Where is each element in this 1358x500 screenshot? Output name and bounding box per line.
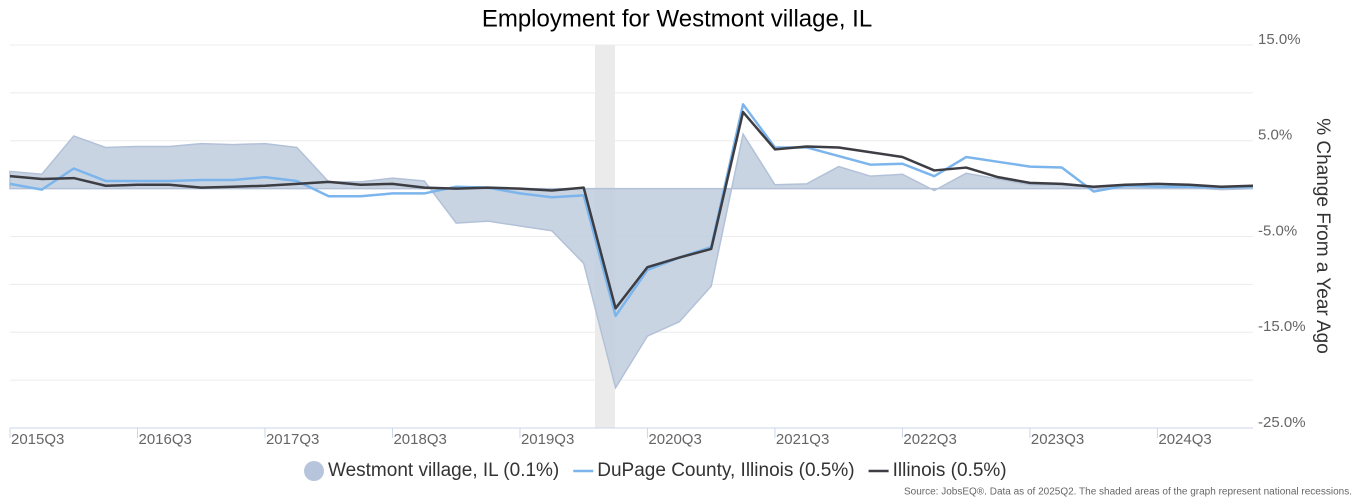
line xyxy=(9,103,1254,318)
x-tick-label: 2023Q3 xyxy=(1031,431,1084,448)
legend-label: Westmont village, IL (0.1%) xyxy=(328,460,559,481)
y-tick-label: 15.0% xyxy=(1258,31,1301,48)
legend-label: Illinois (0.5%) xyxy=(893,460,1007,481)
line xyxy=(9,110,1254,310)
y-tick-label: 5.0% xyxy=(1258,127,1292,144)
y-tick-label: -25.0% xyxy=(1258,414,1306,431)
legend-label: DuPage County, Illinois (0.5%) xyxy=(597,460,854,481)
y-tick-label: -15.0% xyxy=(1258,318,1306,335)
x-tick-label: 2020Q3 xyxy=(648,431,701,448)
source-note: Source: JobsEQ®. Data as of 2025Q2. The … xyxy=(904,487,1352,498)
x-tick-label: 2015Q3 xyxy=(11,431,64,448)
x-tick-label: 2016Q3 xyxy=(138,431,191,448)
y-tick-label: -5.0% xyxy=(1258,222,1297,239)
y-axis-label: % Change From a Year Ago xyxy=(1312,118,1333,354)
x-tick-label: 2018Q3 xyxy=(393,431,446,448)
x-tick-label: 2021Q3 xyxy=(776,431,829,448)
x-tick-label: 2017Q3 xyxy=(266,431,319,448)
x-tick-label: 2024Q3 xyxy=(1158,431,1211,448)
chart-title: Employment for Westmont village, IL xyxy=(482,5,872,32)
x-tick-label: 2022Q3 xyxy=(903,431,956,448)
legend-marker xyxy=(304,461,324,481)
x-tick-label: 2019Q3 xyxy=(521,431,574,448)
